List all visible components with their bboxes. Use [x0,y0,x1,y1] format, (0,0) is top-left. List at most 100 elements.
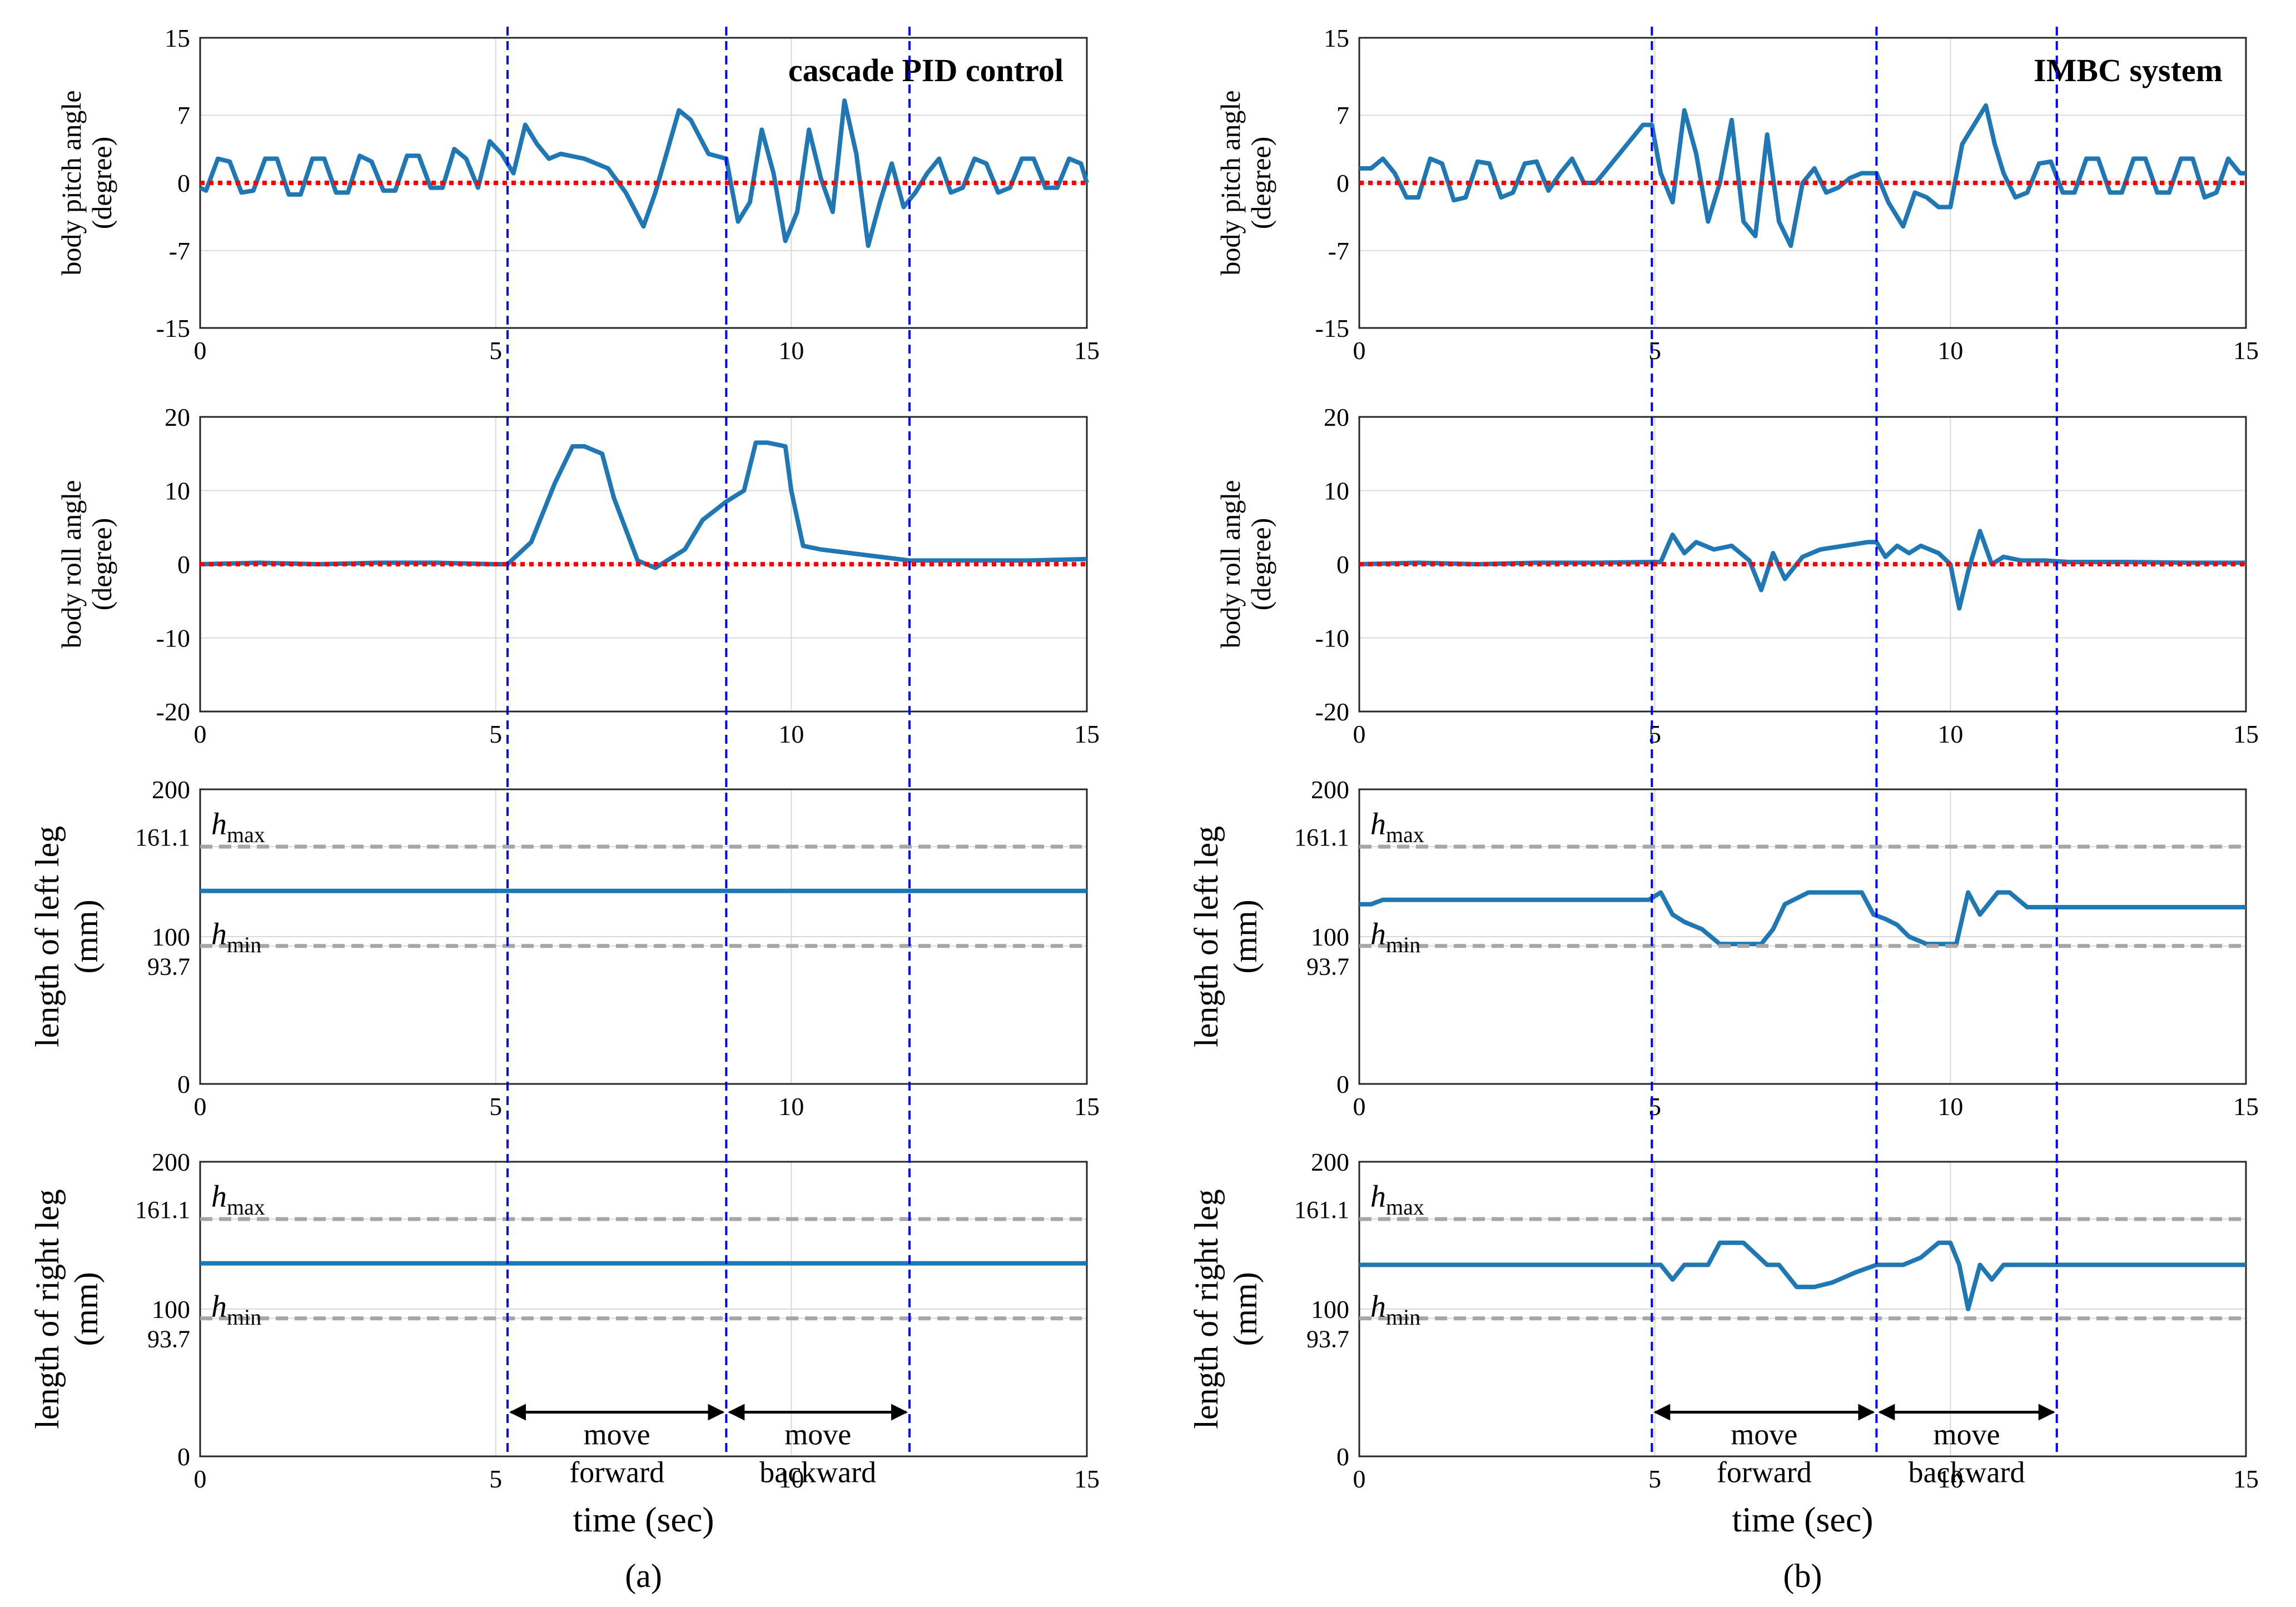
y-tick-label: 0 [1336,169,1349,197]
x-tick-label: 5 [1648,720,1661,748]
x-tick-label: 5 [1648,1465,1661,1493]
x-tick-label: 15 [2233,336,2259,365]
series-body-pitch [199,98,1089,248]
h-max-label: hmax [211,1180,265,1220]
move-backward-label: backward [759,1456,876,1489]
y-tick-label: 0 [177,1070,190,1098]
y-tick-label: -7 [1328,237,1349,265]
x-tick-label: 5 [489,1092,502,1121]
y-axis-label-unit: (mm) [1227,1272,1264,1346]
x-tick-label: 15 [1074,720,1100,748]
y-tick-label: 10 [1324,477,1349,505]
h-max-label: hmax [211,807,265,847]
y-axis-label: body pitch angle [56,90,87,275]
x-tick-label: 15 [2233,1092,2259,1121]
series-left-leg [1359,890,2246,947]
y-tick-label: 0 [177,169,190,197]
y-axis-label: length of left leg [1188,826,1225,1047]
y-axis-label: length of right leg [29,1189,66,1429]
x-tick-label: 10 [778,720,804,748]
h-min-label: hmin [1370,917,1420,957]
x-tick-label: 0 [1353,1092,1366,1121]
y-tick-label: 100 [152,1295,190,1324]
x-tick-label: 0 [194,1465,207,1493]
y-tick-label: 161.1 [1294,1196,1349,1223]
move-forward-label: forward [569,1456,664,1489]
y-tick-label: -15 [156,314,190,342]
y-tick-label: 100 [1311,923,1349,951]
y-tick-label: 20 [165,403,190,431]
y-axis-label-unit: (degree) [86,518,117,611]
panel-caption: (a) [625,1558,662,1594]
y-axis-label: length of right leg [1188,1189,1225,1429]
x-tick-label: 10 [1937,720,1963,748]
series-right-leg [1359,1240,2246,1311]
y-tick-label: -10 [156,624,190,653]
y-tick-label: 0 [177,550,190,579]
y-axis-label-unit: (degree) [1245,137,1276,230]
h-max-label: hmax [1370,807,1424,847]
y-axis-label: body roll angle [56,480,87,649]
series-body-roll [200,440,1087,570]
series-body-roll [1359,529,2246,611]
x-tick-label: 5 [1648,336,1661,365]
x-tick-label: 15 [2233,720,2259,748]
y-tick-label: 15 [1324,24,1349,52]
x-tick-label: 15 [1074,1092,1100,1121]
y-tick-label: 100 [152,923,190,951]
move-forward-label: forward [1717,1456,1812,1489]
y-axis-label-unit: (mm) [1227,899,1264,973]
move-forward-label: move [584,1418,650,1451]
y-axis-label-unit: (mm) [68,1272,105,1346]
panel-title: cascade PID control [788,52,1063,88]
y-tick-label: -20 [156,698,190,726]
axes-frame [199,788,1088,1085]
x-tick-label: 10 [1937,1092,1963,1121]
y-tick-label: -7 [169,237,190,265]
y-axis-label-unit: (degree) [1245,518,1276,611]
y-tick-label: 7 [1336,101,1349,130]
move-backward-label: backward [1909,1456,2025,1489]
y-tick-label: 93.7 [1306,1326,1349,1353]
move-backward-label: move [784,1418,851,1451]
y-tick-label: 10 [165,477,190,505]
y-tick-label: 7 [177,101,190,130]
y-tick-label: 0 [1336,550,1349,579]
y-tick-label: 200 [1311,1148,1349,1176]
x-tick-label: 10 [1937,1465,1963,1493]
y-tick-label: 20 [1324,403,1349,431]
x-tick-label: 10 [778,1465,804,1493]
x-tick-label: 0 [1353,1465,1366,1493]
y-axis-label: body pitch angle [1215,90,1246,275]
x-tick-label: 10 [778,1092,804,1121]
y-tick-label: 161.1 [1294,824,1349,851]
move-backward-label: move [1934,1418,2000,1451]
x-axis-label: time (sec) [573,1500,714,1539]
x-axis-label: time (sec) [1732,1500,1873,1539]
x-tick-label: 15 [1074,336,1100,365]
x-tick-label: 0 [194,1092,207,1121]
y-tick-label: -15 [1315,314,1349,342]
y-tick-label: 0 [1336,1442,1349,1471]
axes-frame [199,1161,1088,1457]
y-tick-label: 200 [152,1148,190,1176]
x-tick-label: 0 [1353,336,1366,365]
y-tick-label: 93.7 [147,953,190,981]
y-tick-label: 0 [1336,1070,1349,1098]
h-max-label: hmax [1370,1180,1424,1220]
y-tick-label: -10 [1315,624,1349,653]
x-tick-label: 15 [1074,1465,1100,1493]
panel-caption: (b) [1783,1558,1822,1594]
series-body-pitch [1359,103,2246,248]
x-tick-label: 5 [489,720,502,748]
y-tick-label: 0 [177,1442,190,1471]
y-tick-label: 100 [1311,1295,1349,1324]
y-tick-label: 15 [165,24,190,52]
y-tick-label: 161.1 [135,1196,190,1223]
x-tick-label: 10 [1937,336,1963,365]
y-axis-label-unit: (degree) [86,137,117,230]
